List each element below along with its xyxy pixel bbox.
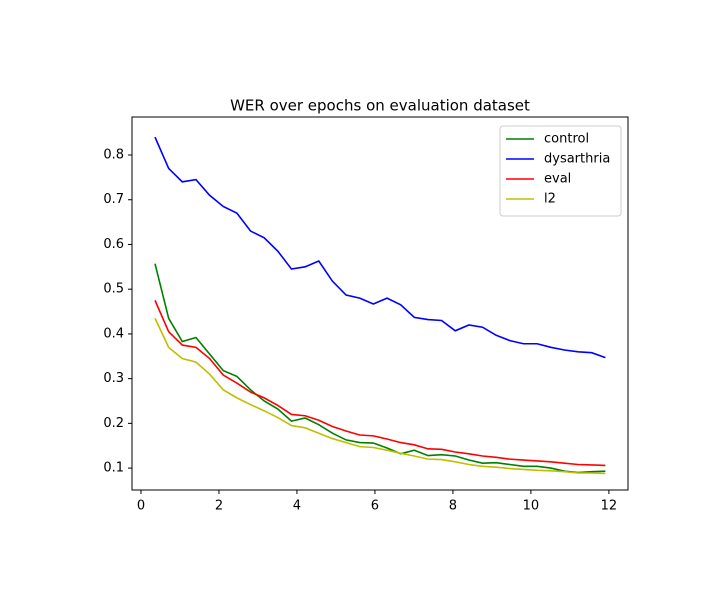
y-tick-label: 0.1 — [103, 461, 124, 476]
x-tick-label: 0 — [137, 499, 145, 514]
series-line — [154, 263, 606, 474]
legend-label: dysarthria — [544, 152, 610, 167]
y-tick-label: 0.8 — [103, 148, 124, 163]
y-tick-label: 0.6 — [103, 237, 124, 252]
x-tick-label: 8 — [449, 499, 457, 514]
plot-frame — [131, 116, 629, 491]
legend-box — [499, 125, 622, 217]
x-tick-label: 4 — [293, 499, 301, 514]
legend-label: l2 — [544, 192, 556, 207]
series-line — [154, 300, 606, 467]
y-tick-label: 0.4 — [103, 326, 124, 341]
x-tick-label: 12 — [601, 499, 618, 514]
chart-title: WER over epochs on evaluation dataset — [230, 97, 530, 115]
y-tick-label: 0.3 — [103, 371, 124, 386]
series-line — [154, 136, 606, 359]
x-tick-label: 10 — [523, 499, 540, 514]
legend-label: control — [544, 132, 589, 147]
legend-label: eval — [544, 172, 571, 187]
x-tick-label: 6 — [371, 499, 379, 514]
y-tick-label: 0.2 — [103, 416, 124, 431]
y-tick-label: 0.5 — [103, 282, 124, 297]
x-tick-label: 2 — [215, 499, 223, 514]
series-line — [154, 317, 606, 475]
y-tick-label: 0.7 — [103, 192, 124, 207]
